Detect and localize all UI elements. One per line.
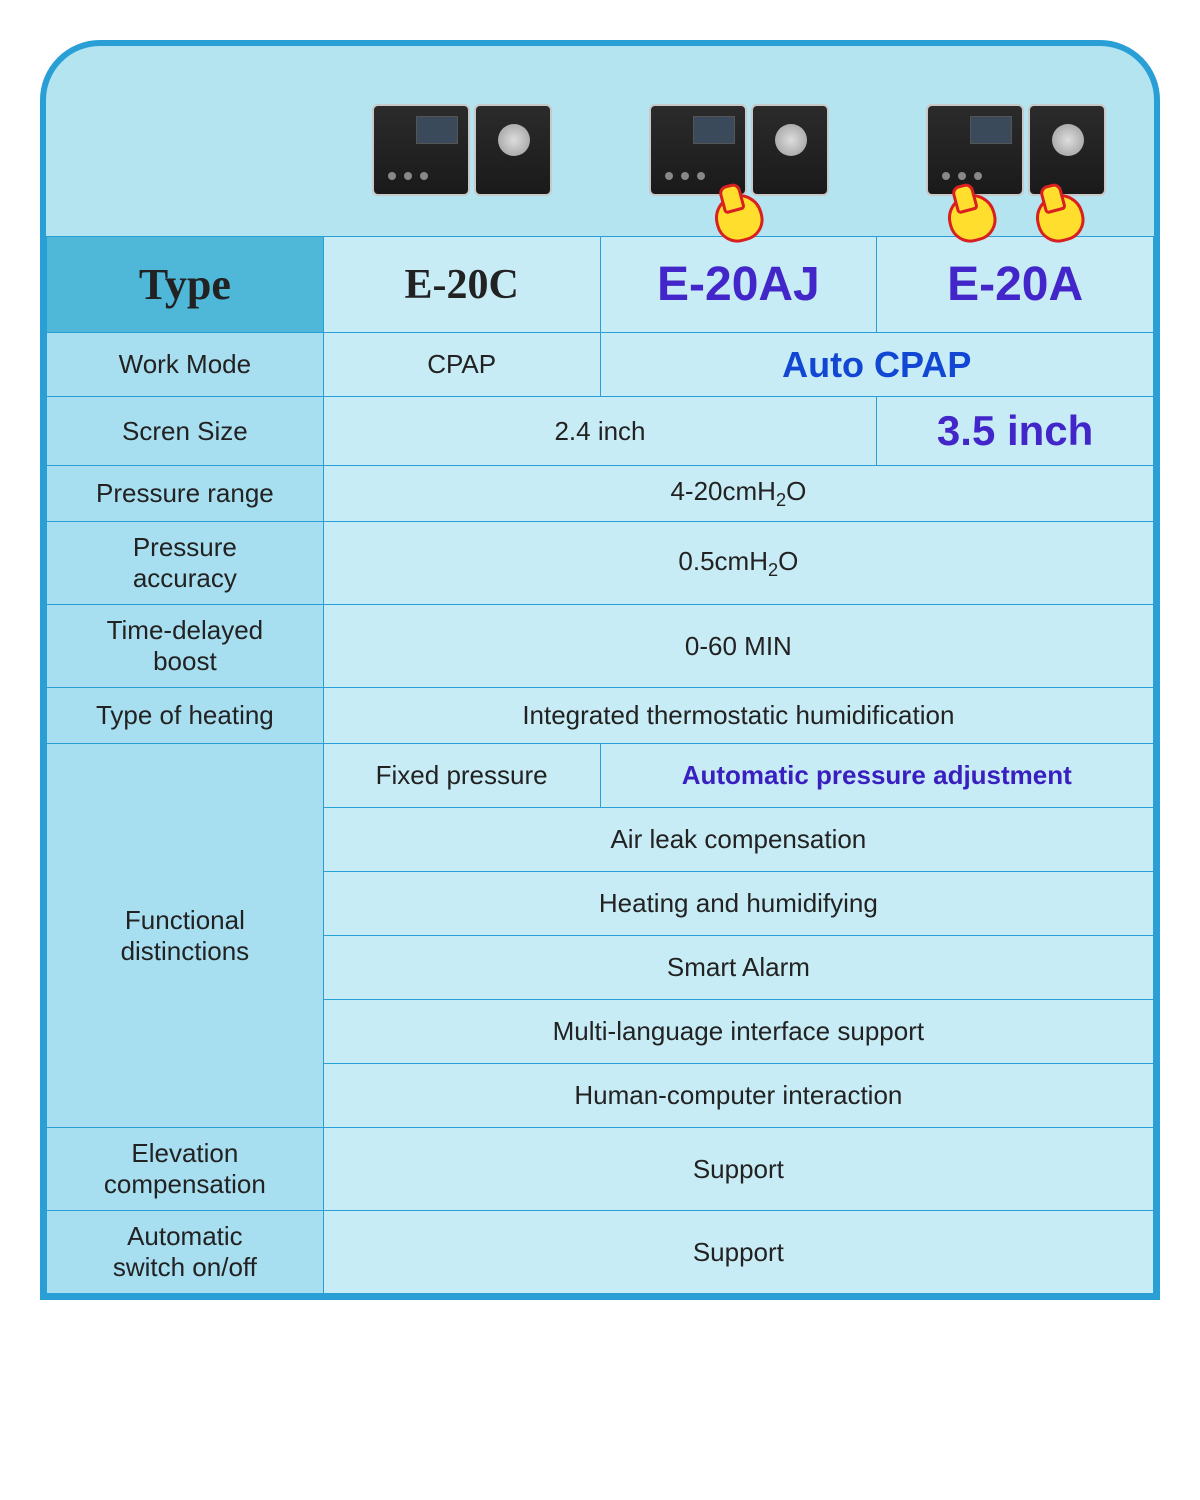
row-pressure-accuracy: Pressureaccuracy 0.5cmH2O [47, 522, 1154, 605]
row-screen-size: Scren Size 2.4 inch 3.5 inch [47, 397, 1154, 466]
row-pressure-range: Pressure range 4-20cmH2O [47, 466, 1154, 522]
row-elevation: Elevationcompensation Support [47, 1128, 1154, 1211]
work-mode-c23: Auto CPAP [600, 333, 1154, 397]
heating-type-label: Type of heating [47, 688, 324, 744]
thumbs-up-icon [942, 189, 1001, 248]
product-image-e20c [323, 46, 600, 236]
thumbs-up-icon [709, 189, 768, 248]
product-image-e20a [877, 46, 1154, 236]
row-type: Type E-20C E-20AJ E-20A [47, 237, 1154, 333]
row-work-mode: Work Mode CPAP Auto CPAP [47, 333, 1154, 397]
pressure-range-label: Pressure range [47, 466, 324, 522]
type-e20c: E-20C [323, 237, 600, 333]
func-alarm: Smart Alarm [323, 936, 1153, 1000]
row-heating-type: Type of heating Integrated thermostatic … [47, 688, 1154, 744]
row-auto-switch: Automaticswitch on/off Support [47, 1211, 1154, 1294]
heating-type-value: Integrated thermostatic humidification [323, 688, 1153, 744]
product-image-row [46, 46, 1154, 236]
screen-size-c3: 3.5 inch [877, 397, 1154, 466]
work-mode-label: Work Mode [47, 333, 324, 397]
func-fixed-pressure: Fixed pressure [323, 744, 600, 808]
pressure-accuracy-value: 0.5cmH2O [323, 522, 1153, 605]
func-air-leak: Air leak compensation [323, 808, 1153, 872]
time-delay-label: Time-delayedboost [47, 605, 324, 688]
type-e20aj: E-20AJ [600, 237, 877, 333]
row-func-1: Functionaldistinctions Fixed pressure Au… [47, 744, 1154, 808]
func-multilang: Multi-language interface support [323, 1000, 1153, 1064]
type-e20a: E-20A [877, 237, 1154, 333]
thumbs-up-icon [1030, 189, 1089, 248]
elevation-label: Elevationcompensation [47, 1128, 324, 1211]
auto-switch-label: Automaticswitch on/off [47, 1211, 324, 1294]
elevation-value: Support [323, 1128, 1153, 1211]
spec-table: Type E-20C E-20AJ E-20A Work Mode CPAP A… [46, 236, 1154, 1294]
func-hci: Human-computer interaction [323, 1064, 1153, 1128]
screen-size-c12: 2.4 inch [323, 397, 877, 466]
product-image-e20aj [600, 46, 877, 236]
screen-size-label: Scren Size [47, 397, 324, 466]
func-auto-adjust: Automatic pressure adjustment [600, 744, 1154, 808]
work-mode-c1: CPAP [323, 333, 600, 397]
row-time-delay: Time-delayedboost 0-60 MIN [47, 605, 1154, 688]
func-heating: Heating and humidifying [323, 872, 1153, 936]
time-delay-value: 0-60 MIN [323, 605, 1153, 688]
comparison-card: Type E-20C E-20AJ E-20A Work Mode CPAP A… [40, 40, 1160, 1300]
functional-label: Functionaldistinctions [47, 744, 324, 1128]
pressure-accuracy-label: Pressureaccuracy [47, 522, 324, 605]
pressure-range-value: 4-20cmH2O [323, 466, 1153, 522]
auto-switch-value: Support [323, 1211, 1153, 1294]
type-label: Type [47, 237, 324, 333]
